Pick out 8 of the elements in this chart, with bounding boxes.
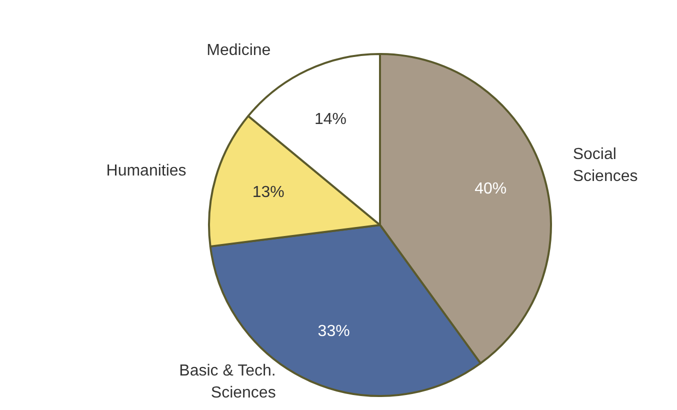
data-label: 13% [252, 184, 284, 201]
data-label: 14% [314, 111, 347, 128]
slice-label: Basic & Tech. Sciences [179, 362, 276, 402]
slice-label: Medicine [206, 42, 271, 59]
slice-label: Social Sciences [572, 146, 638, 185]
data-label: 33% [318, 323, 350, 340]
data-label: 40% [474, 180, 507, 198]
slice-label: Humanities [106, 162, 186, 180]
